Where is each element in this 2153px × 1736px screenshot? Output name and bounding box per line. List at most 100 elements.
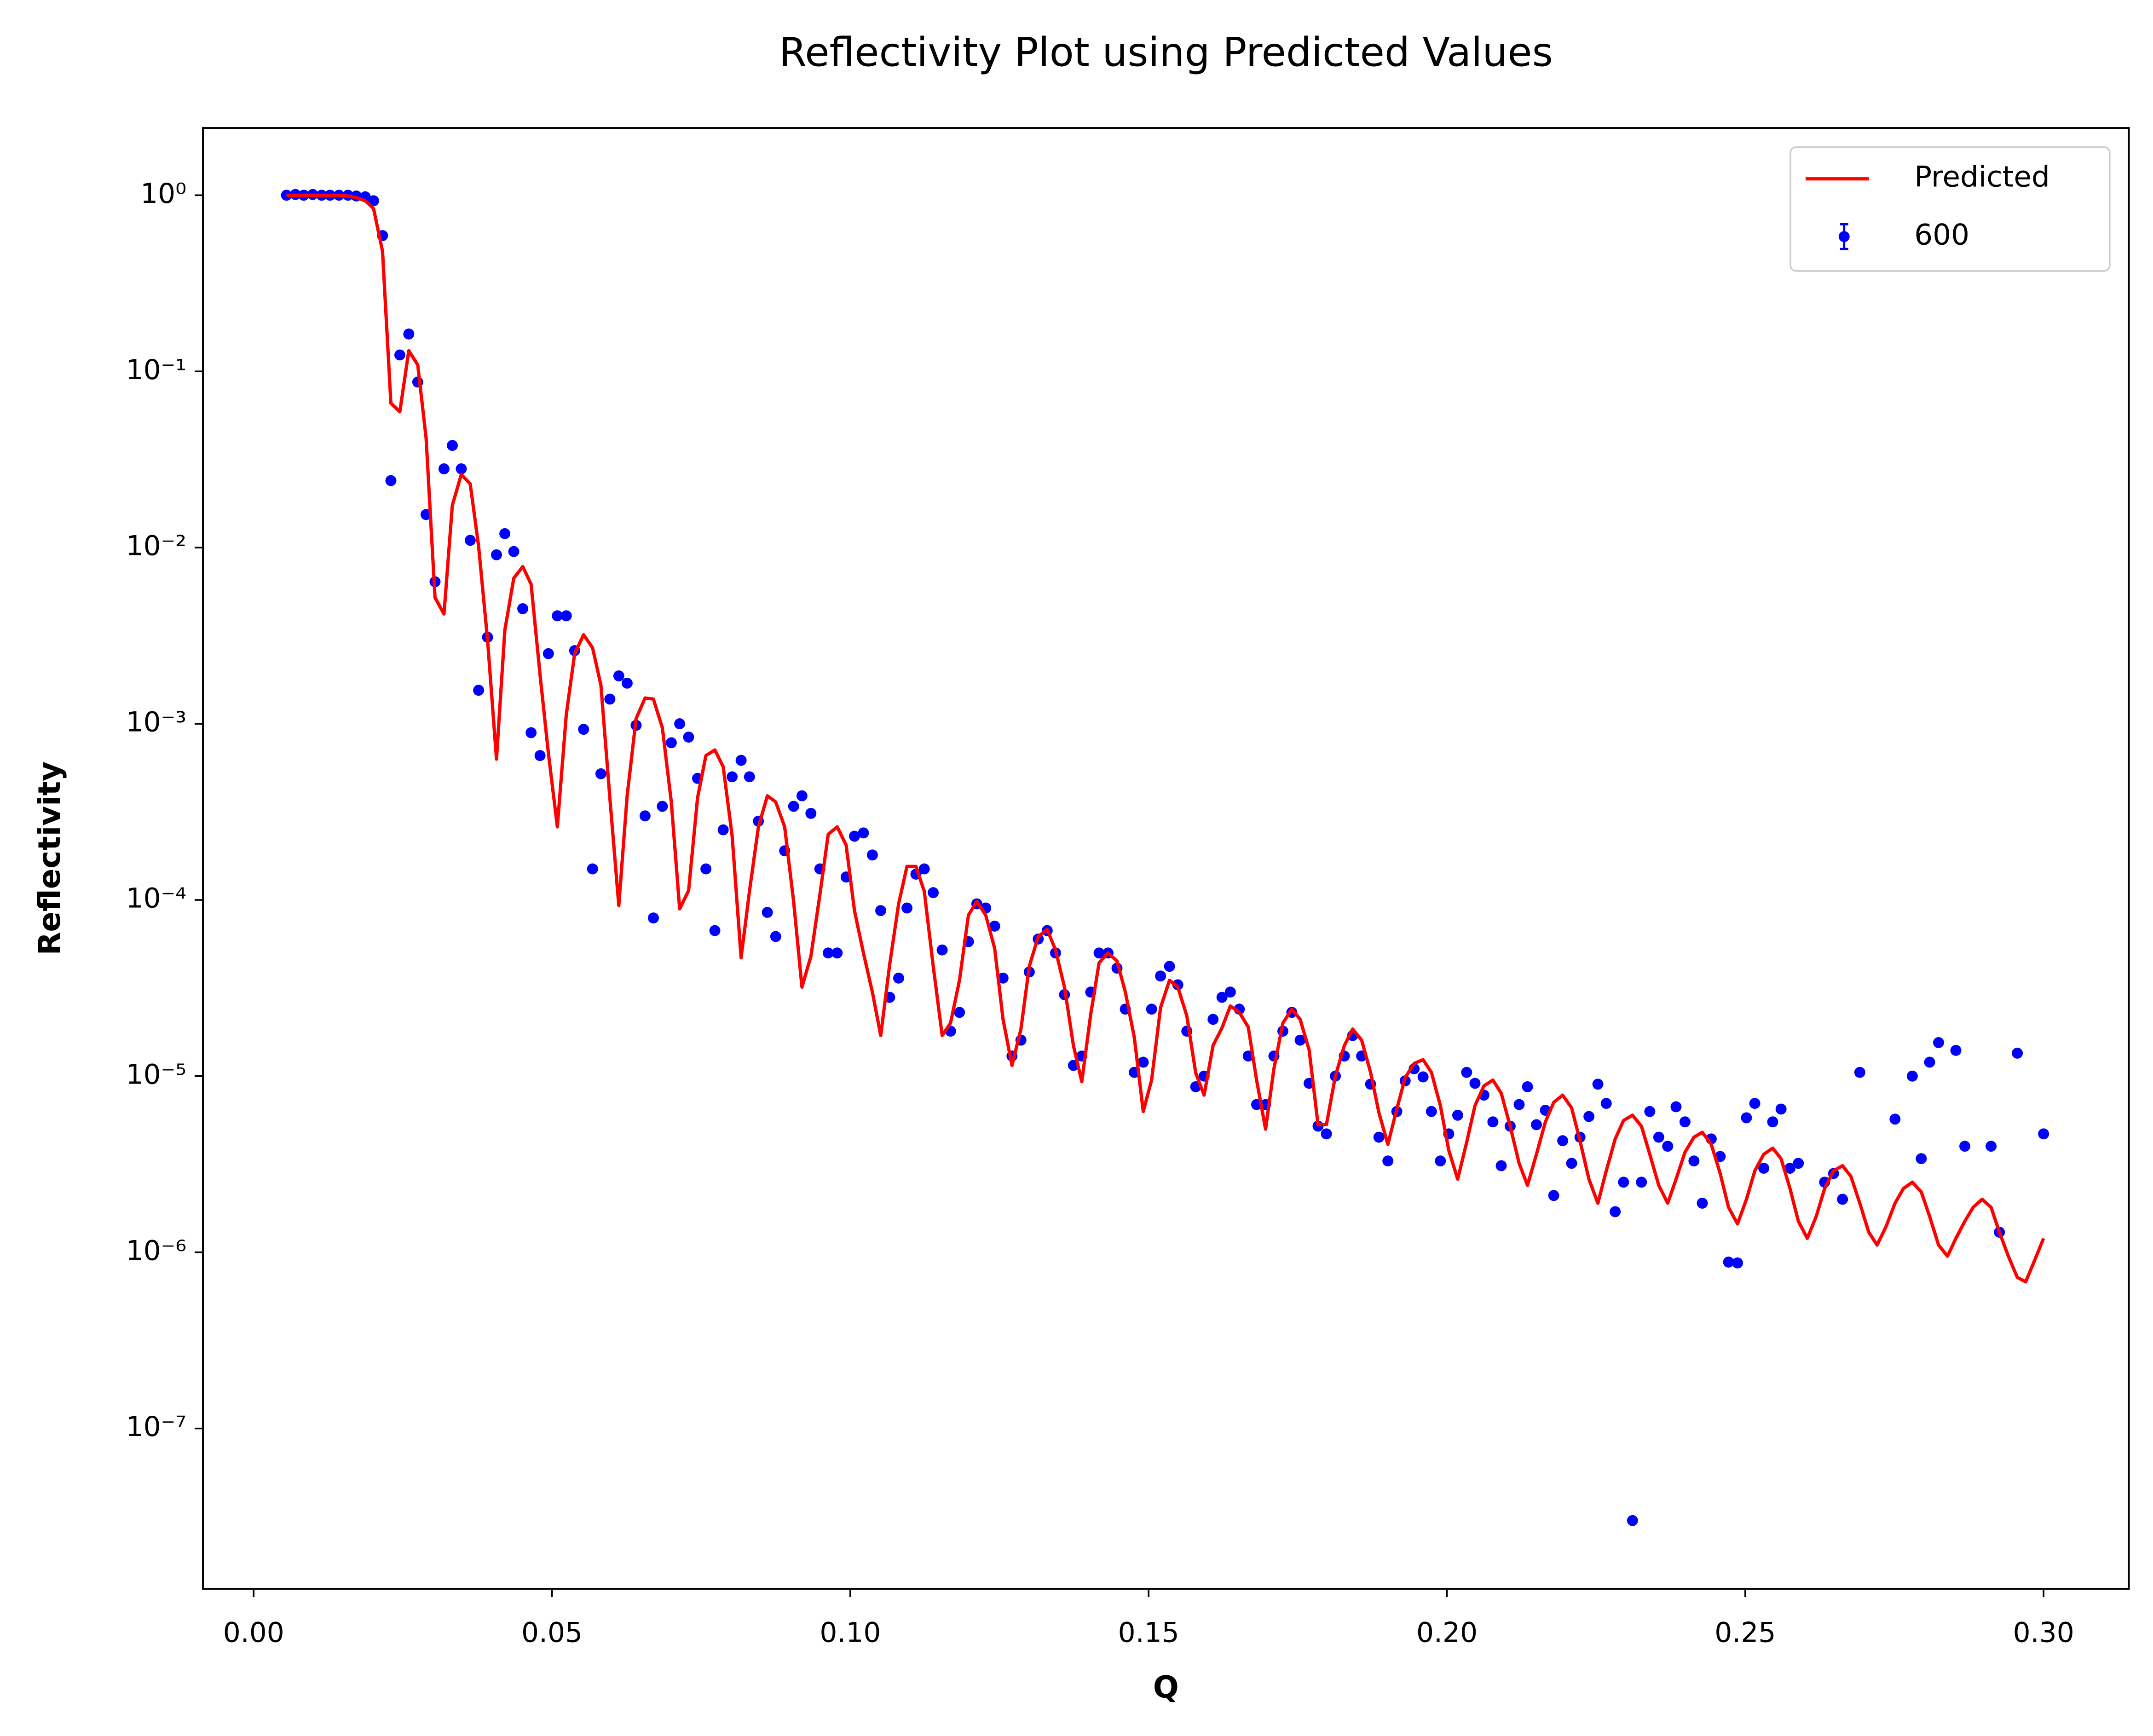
data-point — [1662, 1141, 1674, 1152]
data-point — [858, 827, 869, 839]
data-point — [1417, 1071, 1429, 1083]
data-point — [762, 906, 773, 918]
data-point — [1906, 1070, 1918, 1082]
x-tick-label: 0.20 — [1416, 1617, 1478, 1649]
y-axis-label: Reflectivity — [32, 761, 67, 955]
data-point — [674, 718, 686, 729]
data-point — [1924, 1056, 1935, 1068]
x-tick-label: 0.15 — [1118, 1617, 1179, 1649]
data-point — [1172, 979, 1183, 991]
data-point — [1784, 1163, 1796, 1174]
y-tick-label: 10⁻² — [126, 531, 187, 562]
data-point — [1557, 1135, 1569, 1147]
data-point — [1610, 1206, 1621, 1217]
data-point — [849, 831, 860, 842]
axes-frame — [202, 127, 2130, 1590]
data-point — [1670, 1101, 1682, 1113]
data-point — [1749, 1098, 1760, 1109]
data-point — [368, 195, 379, 207]
data-point — [1531, 1119, 1542, 1130]
data-point — [394, 349, 405, 361]
data-point — [1373, 1131, 1385, 1143]
data-point — [1216, 992, 1228, 1003]
data-point — [1767, 1116, 1778, 1128]
data-point — [491, 549, 502, 560]
data-point — [1916, 1153, 1927, 1165]
data-point — [1583, 1111, 1595, 1122]
x-tick-label: 0.30 — [2013, 1617, 2074, 1649]
data-point — [744, 771, 755, 783]
data-point — [464, 535, 476, 546]
data-point — [788, 801, 799, 812]
series-line — [286, 193, 2045, 1284]
data-point — [709, 925, 721, 936]
legend: Predicted 600 — [1789, 146, 2111, 272]
y-tick-label: 10⁰ — [140, 178, 186, 210]
data-point — [1933, 1037, 1944, 1048]
x-tick-label: 0.05 — [521, 1617, 583, 1649]
data-point — [1723, 1257, 1734, 1268]
y-tick-label: 10⁻⁶ — [126, 1235, 187, 1267]
data-point — [901, 902, 913, 914]
x-tick-label: 0.10 — [820, 1617, 881, 1649]
data-point — [727, 771, 738, 783]
data-point — [717, 824, 729, 836]
data-point — [1793, 1158, 1804, 1169]
legend-box — [1789, 146, 2111, 272]
data-point — [613, 670, 624, 681]
data-point — [1137, 1056, 1149, 1068]
data-point — [587, 863, 598, 875]
x-tick-label: 0.25 — [1714, 1617, 1776, 1649]
data-point — [499, 528, 511, 539]
data-point — [1522, 1081, 1533, 1092]
data-point — [1679, 1116, 1691, 1128]
data-point — [1435, 1155, 1446, 1167]
legend-marker-swatch — [1838, 231, 1850, 242]
data-point — [1986, 1141, 1997, 1152]
data-point — [1495, 1160, 1507, 1171]
data-point — [1889, 1113, 1901, 1125]
data-point — [1644, 1106, 1656, 1117]
data-point — [1469, 1078, 1481, 1089]
data-point — [997, 972, 1009, 984]
y-tick-label: 10⁻⁴ — [126, 883, 187, 915]
data-point — [796, 790, 808, 802]
data-point — [560, 610, 572, 622]
y-tick-label: 10⁻³ — [126, 707, 187, 738]
data-point — [639, 810, 651, 822]
data-point — [989, 920, 1000, 932]
data-point — [1950, 1044, 1962, 1056]
data-point — [508, 546, 519, 557]
data-point — [1636, 1177, 1647, 1188]
data-point — [1688, 1155, 1700, 1167]
data-point — [595, 768, 606, 779]
x-axis-label: Q — [1153, 1669, 1179, 1705]
data-point — [1566, 1158, 1577, 1169]
data-point — [447, 440, 458, 451]
data-point — [1093, 947, 1105, 959]
data-point — [866, 849, 878, 861]
data-point — [2038, 1128, 2049, 1140]
data-point — [2012, 1047, 2023, 1059]
data-point — [1627, 1515, 1638, 1526]
x-tick-label: 0.00 — [223, 1617, 284, 1649]
data-point — [1155, 970, 1166, 982]
data-point — [1294, 1034, 1306, 1046]
data-point — [1513, 1099, 1525, 1110]
data-point — [517, 603, 529, 614]
data-point — [473, 685, 485, 696]
data-point — [1837, 1194, 1848, 1205]
data-point — [1487, 1116, 1499, 1128]
data-point — [1741, 1112, 1752, 1124]
data-point — [543, 648, 554, 659]
plot-area — [281, 189, 2049, 1526]
legend-label: 600 — [1914, 218, 1969, 251]
data-point — [578, 724, 589, 735]
data-point — [918, 863, 930, 875]
y-tick-label: 10⁻⁵ — [126, 1059, 187, 1090]
data-point — [735, 755, 747, 766]
data-point — [1426, 1106, 1437, 1117]
data-point — [954, 1007, 965, 1018]
